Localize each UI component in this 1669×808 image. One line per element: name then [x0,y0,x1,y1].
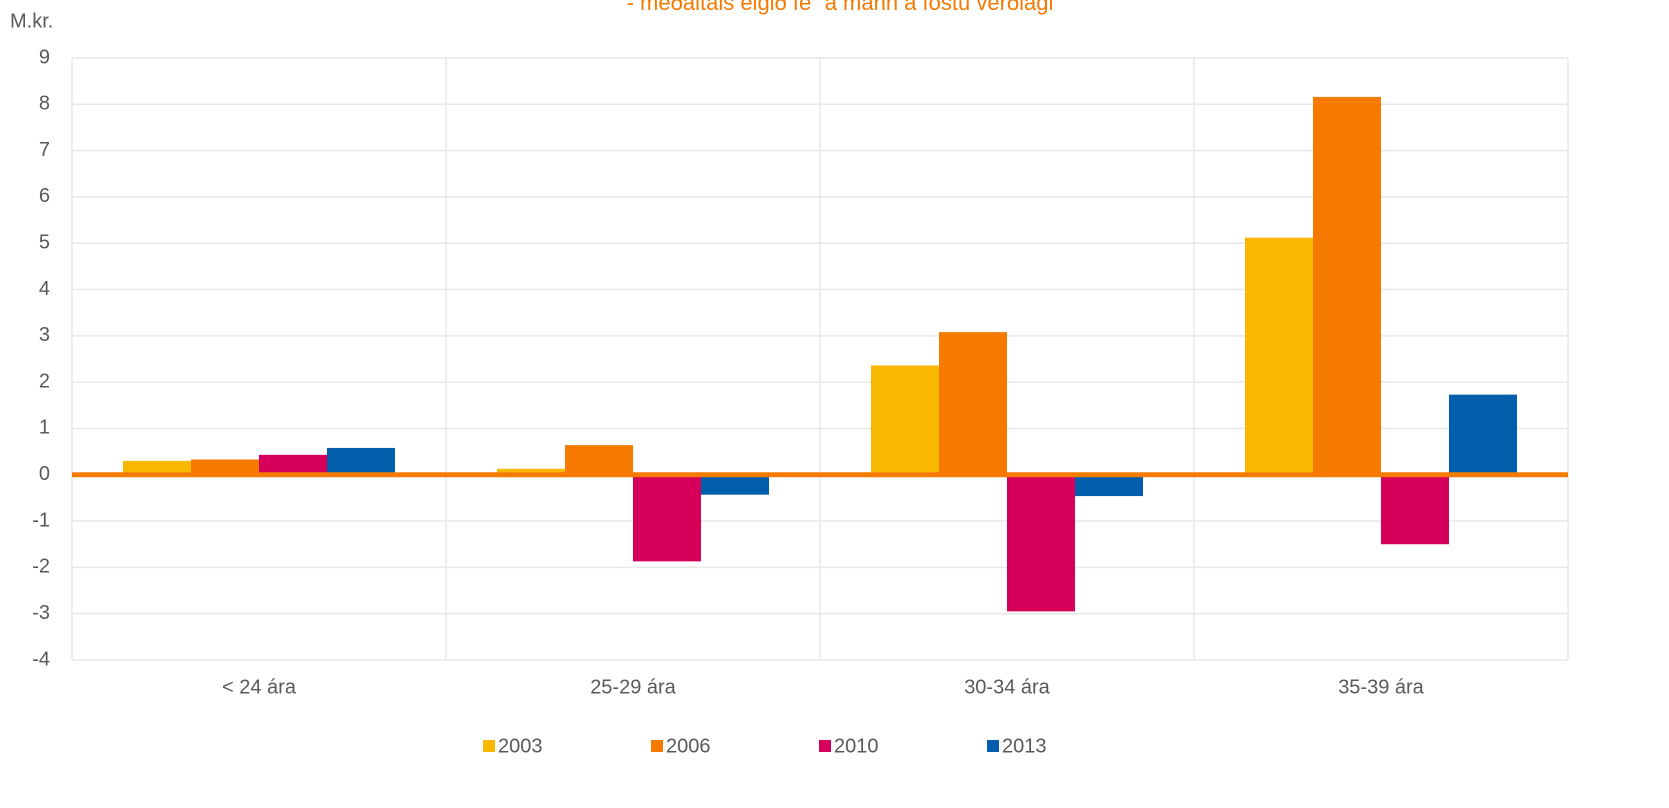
y-tick-label: 8 [39,93,50,115]
bar [1075,474,1143,497]
y-tick-label: -1 [32,509,50,531]
bar [871,365,939,475]
legend-label: 2003 [498,735,543,757]
y-tick-label: 6 [39,185,50,207]
chart-subtitle: - meðaltals eigið fé´ á mann á föstu ver… [627,0,1054,15]
bar [1313,96,1381,475]
x-tick-label: 25-29 ára [590,676,676,698]
legend-swatch [651,740,663,752]
legend-swatch [483,740,495,752]
x-tick-label: < 24 ára [222,676,297,698]
bar [565,445,633,475]
x-tick-label: 30-34 ára [964,676,1050,698]
bar [1245,237,1313,475]
y-tick-label: 7 [39,139,50,161]
bar [1007,474,1075,612]
y-tick-label: 2 [39,370,50,392]
legend-swatch [819,740,831,752]
bar [123,460,191,475]
legend-label: 2010 [834,735,879,757]
y-tick-label: 3 [39,324,50,346]
y-tick-label: 9 [39,46,50,68]
y-tick-label: 1 [39,417,50,439]
x-tick-label: 35-39 ára [1338,676,1424,698]
y-tick-label: -2 [32,556,50,578]
legend-label: 2013 [1002,735,1047,757]
legend-swatch [987,740,999,752]
bar [497,468,565,475]
y-tick-label: 0 [39,463,50,485]
y-tick-label: 4 [39,278,50,300]
bar [327,447,395,475]
legend-label: 2006 [666,735,711,757]
bar [1381,474,1449,545]
bar [939,332,1007,475]
y-tick-label: -3 [32,602,50,624]
bar [191,459,259,475]
bar [633,474,701,562]
y-tick-label: 5 [39,232,50,254]
bar [1449,394,1517,475]
y-tick-label: -4 [32,648,50,670]
bar [259,454,327,475]
y-axis-label: M.kr. [10,10,53,32]
bar [701,474,769,495]
